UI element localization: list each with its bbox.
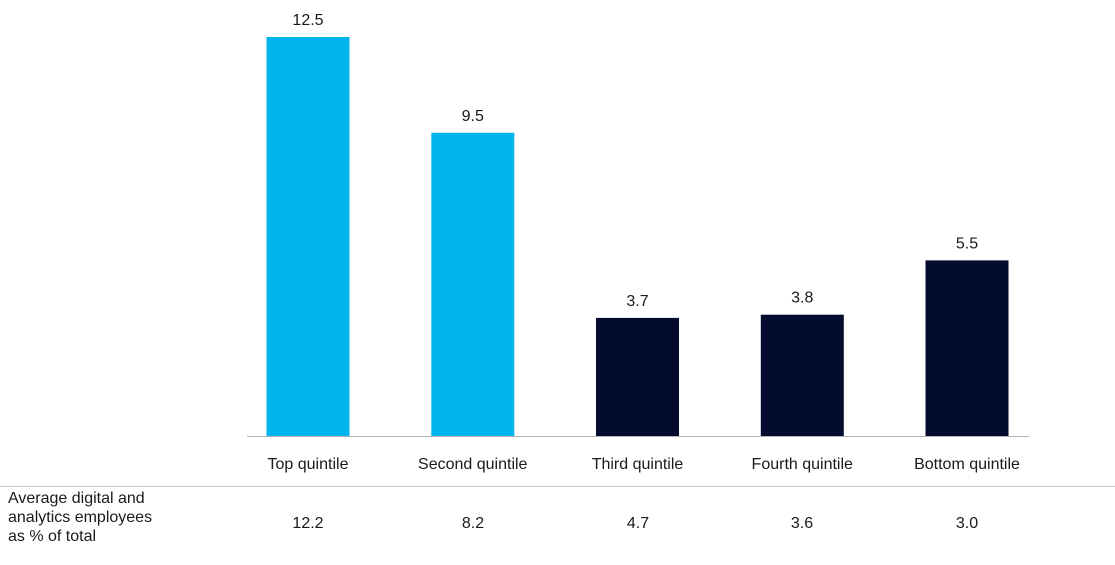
bar-bottom-quintile <box>925 260 1009 436</box>
bar-fourth-quintile <box>760 314 844 436</box>
category-label-bottom-quintile: Bottom quintile <box>914 456 1020 473</box>
bars-group <box>266 37 1009 437</box>
category-labels-group: Top quintile Second quintile Third quintil… <box>268 456 1020 473</box>
table-row-label: Average digital and analytics employees … <box>8 489 208 546</box>
table-value-third-quintile: 4.7 <box>626 515 650 532</box>
table-value-fourth-quintile: 3.6 <box>790 515 814 532</box>
table-value-bottom-quintile: 3.0 <box>955 515 979 532</box>
table-row-label-line-2: analytics employees <box>8 509 153 526</box>
category-label-third-quintile: Third quintile <box>592 456 684 473</box>
category-label-fourth-quintile: Fourth quintile <box>752 456 853 473</box>
table-value-second-quintile: 8.2 <box>461 515 485 532</box>
value-label-bottom-quintile: 5.5 <box>956 235 978 252</box>
category-label-second-quintile: Second quintile <box>418 456 528 473</box>
bar-second-quintile <box>431 132 515 437</box>
value-labels-group: 12.5 9.5 3.7 3.8 5.5 <box>292 12 978 310</box>
value-label-second-quintile: 9.5 <box>462 108 484 125</box>
bar-top-quintile <box>266 37 350 436</box>
table-row-label-line-1: Average digital and <box>8 490 145 507</box>
value-label-fourth-quintile: 3.8 <box>791 290 813 307</box>
value-label-top-quintile: 12.5 <box>292 12 323 29</box>
category-label-top-quintile: Top quintile <box>268 456 349 473</box>
table-row-label-line-3: as % of total <box>8 528 97 545</box>
bar-third-quintile <box>596 317 679 436</box>
table-value-top-quintile: 12.2 <box>292 515 324 532</box>
value-label-third-quintile: 3.7 <box>626 293 648 310</box>
